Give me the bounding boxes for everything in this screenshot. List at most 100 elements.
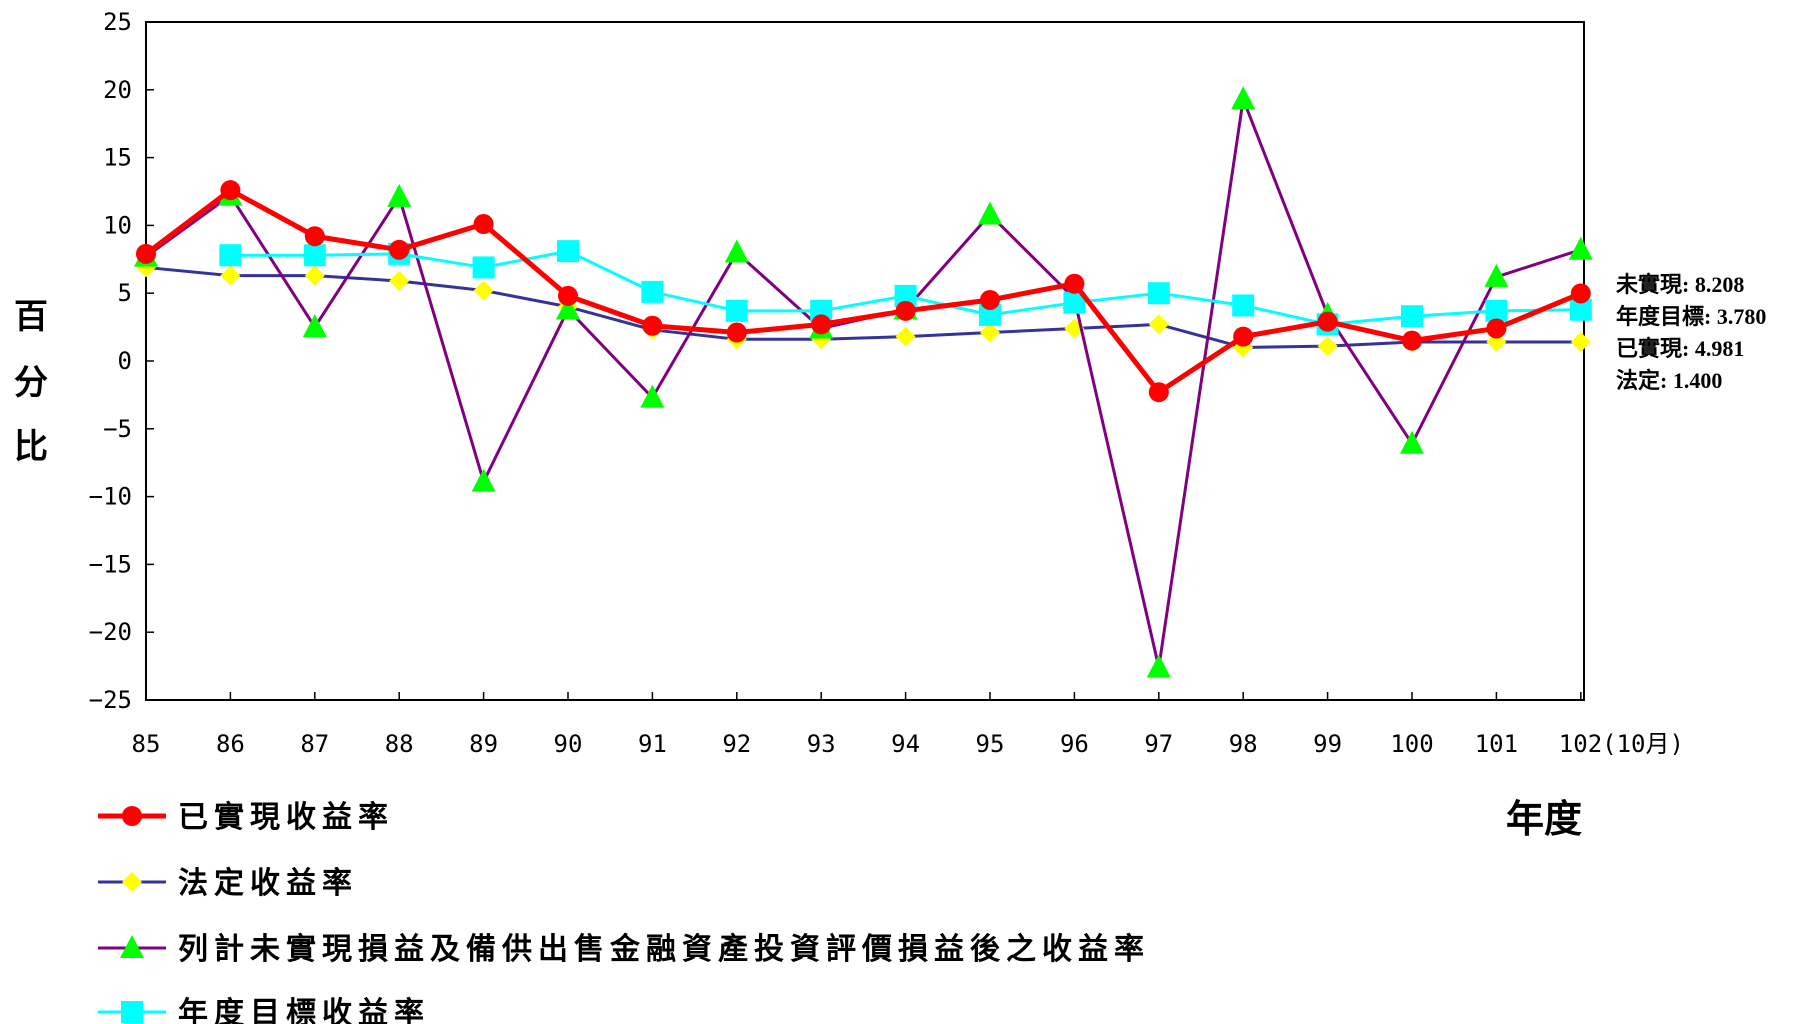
y-tick-label: −5 [103,415,132,443]
y-tick-label: −10 [89,483,132,511]
data-point [1568,236,1593,260]
legend-item: 列計未實現損益及備供出售金融資產投資評價損益後之收益率 [98,932,1150,967]
data-point [1147,282,1170,305]
data-point [1569,298,1592,321]
y-axis: 25 20 15 10 5 0 −5 −10 −15 −20 −25 [89,8,154,714]
data-point [1317,311,1338,332]
x-tick-label: 91 [638,730,667,758]
data-point [303,244,326,267]
data-point [389,239,410,260]
data-point [389,270,410,291]
x-tick-label: 102(10月) [1559,730,1684,758]
data-point [1146,654,1171,678]
y-tick-label: 15 [103,144,132,172]
data-point [302,314,327,338]
series-layer [134,86,1593,678]
legend-item: 年度目標收益率 [98,996,430,1024]
data-point [725,299,748,322]
series-line [144,187,1582,395]
data-point [556,296,580,320]
x-tick-label: 101 [1475,730,1518,758]
x-tick-label: 96 [1060,730,1089,758]
x-tick-label: 98 [1229,730,1258,758]
x-tick-label: 87 [300,730,329,758]
y-tick-label: 0 [118,347,132,375]
data-point [1570,332,1591,353]
data-point [642,315,663,336]
x-tick-label: 90 [554,730,583,758]
x-tick-label: 85 [132,730,161,758]
y-axis-label-char-3: 比 [14,427,48,467]
legend: 已實現收益率法定收益率列計未實現損益及備供出售金融資產投資評價損益後之收益率年度… [98,800,1150,1024]
data-point [1233,326,1254,347]
series-line [145,265,1581,349]
data-point [557,240,579,263]
x-tick-label: 94 [891,730,920,758]
x-tick-label: 92 [722,730,751,758]
data-point [558,285,578,306]
x-axis: 85 86 87 88 89 90 91 92 93 94 95 96 97 98 99 100 101 102(… [132,692,1684,758]
data-point [980,289,1000,310]
data-point [1486,318,1507,339]
y-tick-label: 10 [103,211,132,239]
data-point [894,284,917,307]
annotation-block: 未實現: 8.208 年度目標: 3.780 已實現: 4.981 法定: 1.… [1616,272,1766,393]
annotation-target: 年度目標: 3.780 [1616,304,1766,329]
y-tick-label: 20 [103,76,132,104]
y-axis-label-char-2: 分 [14,363,48,403]
legend-swatch-marker [121,1001,143,1023]
data-point [1402,330,1422,351]
data-point [473,214,494,235]
data-point [220,265,241,286]
data-point [1485,299,1508,322]
annotation-unrealized: 未實現: 8.208 [1616,272,1744,297]
y-tick-label: −15 [89,550,132,578]
series-0 [136,180,1591,403]
x-tick-label: 89 [469,730,498,758]
legend-item: 已實現收益率 [98,800,394,835]
legend-swatch-marker [120,935,144,958]
data-point [1231,86,1256,110]
data-point [1232,294,1255,317]
data-point [136,243,156,264]
data-point [1401,305,1423,328]
data-point [1317,336,1338,357]
data-point [471,468,496,492]
y-axis-label-char-1: 百 [14,297,48,337]
legend-label: 年度目標收益率 [178,996,430,1024]
legend-swatch-marker [122,872,142,892]
data-point [304,226,325,247]
data-point [1400,430,1424,454]
legend-swatch-marker [122,806,142,826]
annotation-statutory: 法定: 1.400 [1616,368,1722,393]
y-tick-label: 5 [118,279,132,307]
data-point [895,300,916,321]
data-point [473,280,494,301]
data-point [1063,291,1086,314]
data-point [220,180,241,201]
data-point [1064,273,1085,294]
data-point [978,201,1002,225]
y-tick-label: 25 [103,8,132,36]
legend-label: 列計未實現損益及備供出售金融資產投資評價損益後之收益率 [178,932,1150,967]
legend-label: 法定收益率 [178,866,358,901]
legend-label: 已實現收益率 [178,800,394,835]
data-point [387,183,412,207]
y-axis-label: 百 分 比 [14,297,48,467]
data-point [895,326,916,347]
data-point [641,280,664,303]
annotation-realized: 已實現: 4.981 [1616,336,1744,361]
data-point [472,256,495,279]
data-point [724,239,749,263]
legend-item: 法定收益率 [98,866,358,901]
plot-area [145,21,1585,701]
x-tick-label: 88 [385,730,414,758]
x-tick-label: 100 [1390,730,1433,758]
x-tick-label: 99 [1313,730,1342,758]
data-point [1148,382,1169,403]
data-point [1484,263,1509,287]
data-point [219,244,242,267]
data-point [979,303,1001,326]
x-tick-label: 86 [216,730,245,758]
